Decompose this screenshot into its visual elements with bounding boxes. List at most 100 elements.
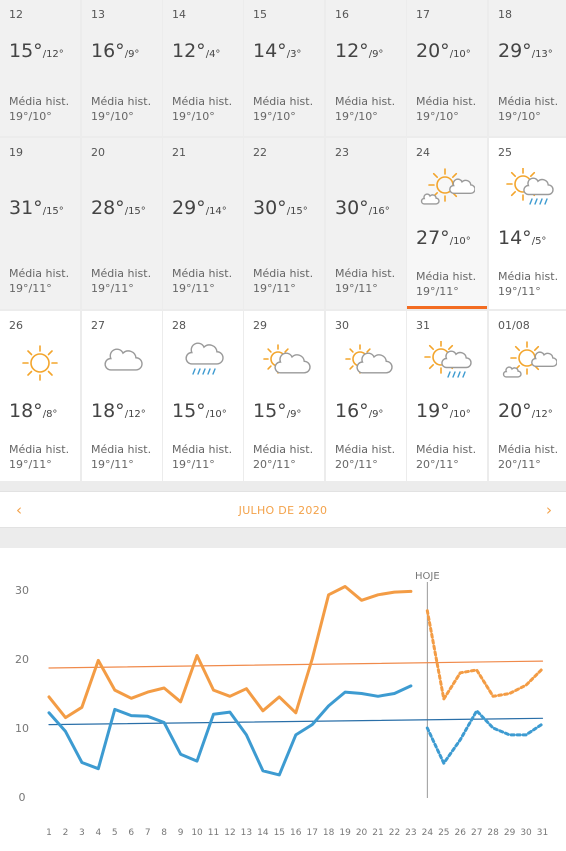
day-cell-19[interactable]: 19 31°/15° Média hist. 19°/11° xyxy=(0,138,80,309)
x-tick-label: 30 xyxy=(520,828,532,838)
day-number: 27 xyxy=(91,319,105,332)
historical-label: Média hist. xyxy=(172,95,233,108)
min-temperature: 3° xyxy=(290,49,302,60)
chevron-left-icon[interactable]: ‹ xyxy=(16,501,22,519)
day-cell-18[interactable]: 18 29°/13° Média hist. 19°/10° xyxy=(489,0,566,136)
day-cell-16[interactable]: 16 12°/9° Média hist. 19°/10° xyxy=(326,0,406,136)
day-number: 19 xyxy=(9,146,23,159)
temperature: 19°/10° xyxy=(416,400,471,422)
day-cell-23[interactable]: 23 30°/16° Média hist. 19°/11° xyxy=(326,138,406,309)
cloud-icon xyxy=(94,341,150,385)
min-temperature: 9° xyxy=(372,49,384,60)
temperature-separator: / xyxy=(368,206,373,217)
temperature: 20°/12° xyxy=(498,400,553,422)
temperature: 14°/3° xyxy=(253,40,301,62)
sun-icon xyxy=(12,341,68,385)
day-number: 22 xyxy=(253,146,267,159)
historical-value: 20°/11° xyxy=(498,458,541,471)
day-cell-30[interactable]: 30 16°/9° Média hist. 20°/11° xyxy=(326,311,406,481)
max-temperature: 20° xyxy=(498,400,532,422)
partly-cloudy-icon xyxy=(256,341,312,385)
historical-value: 19°/10° xyxy=(416,110,459,123)
day-number: 12 xyxy=(9,8,23,21)
day-number: 13 xyxy=(91,8,105,21)
day-number: 30 xyxy=(335,319,349,332)
day-cell-12[interactable]: 12 15°/12° Média hist. 19°/10° xyxy=(0,0,80,136)
day-number: 25 xyxy=(498,146,512,159)
temperature-separator: / xyxy=(42,409,47,420)
max-temperature: 14° xyxy=(253,40,287,62)
day-cell-24[interactable]: 24 27°/10° Média hist. 19°/11° xyxy=(407,138,487,309)
historical-average: Média hist. 19°/10° xyxy=(172,94,232,124)
temperature-separator: / xyxy=(449,49,454,60)
x-tick-label: 8 xyxy=(161,828,167,838)
day-cell-28[interactable]: 28 15°/10° Média hist. 19°/11° xyxy=(163,311,243,481)
x-tick-label: 26 xyxy=(455,828,467,838)
max-temperature: 29° xyxy=(498,40,532,62)
day-cell-31[interactable]: 31 19°/10° Média hist. 20°/11° xyxy=(407,311,487,481)
month-title: JULHO DE 2020 xyxy=(238,504,328,517)
temperature-separator: / xyxy=(368,49,373,60)
historical-value: 19°/11° xyxy=(172,458,215,471)
x-tick-label: 29 xyxy=(504,828,516,838)
temperature-separator: / xyxy=(531,409,536,420)
day-cell-17[interactable]: 17 20°/10° Média hist. 19°/10° xyxy=(407,0,487,136)
x-tick-label: 12 xyxy=(224,828,235,838)
temperature-separator: / xyxy=(124,206,129,217)
temperature: 29°/14° xyxy=(172,197,227,219)
temperature: 15°/10° xyxy=(172,400,227,422)
series-max-forecast xyxy=(425,609,544,701)
day-cell-15[interactable]: 15 14°/3° Média hist. 19°/10° xyxy=(244,0,324,136)
x-tick-label: 11 xyxy=(208,828,219,838)
day-cell-29[interactable]: 29 15°/9° Média hist. 20°/11° xyxy=(244,311,324,481)
temperature: 16°/9° xyxy=(335,400,383,422)
min-temperature: 9° xyxy=(372,409,384,420)
day-cell-21[interactable]: 21 29°/14° Média hist. 19°/11° xyxy=(163,138,243,309)
historical-value: 19°/11° xyxy=(253,282,296,295)
day-number: 14 xyxy=(172,8,186,21)
x-tick-label: 9 xyxy=(178,828,184,838)
historical-average: Média hist. 20°/11° xyxy=(335,442,395,472)
day-cell-22[interactable]: 22 30°/15° Média hist. 19°/11° xyxy=(244,138,324,309)
x-tick-label: 25 xyxy=(438,828,449,838)
historical-average: Média hist. 19°/10° xyxy=(253,94,313,124)
temperature-separator: / xyxy=(531,236,536,247)
max-temperature: 16° xyxy=(335,400,369,422)
day-cell-20[interactable]: 20 28°/15° Média hist. 19°/11° xyxy=(82,138,162,309)
historical-label: Média hist. xyxy=(253,443,314,456)
temperature: 16°/9° xyxy=(91,40,139,62)
day-cell-27[interactable]: 27 18°/12° Média hist. 19°/11° xyxy=(82,311,162,481)
historical-label: Média hist. xyxy=(91,443,152,456)
temperature-separator: / xyxy=(124,409,129,420)
historical-average: Média hist. 19°/11° xyxy=(91,442,151,472)
day-number: 16 xyxy=(335,8,349,21)
x-tick-label: 10 xyxy=(191,828,203,838)
day-cell-01-08[interactable]: 01/08 20°/12° Média hist. 20°/11° xyxy=(489,311,566,481)
temperature: 30°/15° xyxy=(253,197,308,219)
min-temperature: 5° xyxy=(535,236,547,247)
day-cell-25[interactable]: 25 14°/5° Média hist. 19°/11° xyxy=(489,138,566,309)
x-tick-label: 5 xyxy=(112,828,118,838)
sun-cloud-rain-icon xyxy=(501,167,557,212)
day-cell-14[interactable]: 14 12°/4° Média hist. 19°/10° xyxy=(163,0,243,136)
max-temperature: 28° xyxy=(91,197,125,219)
x-tick-label: 17 xyxy=(306,828,317,838)
historical-value: 19°/10° xyxy=(253,110,296,123)
min-temperature: 13° xyxy=(535,49,553,60)
temperature-separator: / xyxy=(531,49,536,60)
day-cell-13[interactable]: 13 16°/9° Média hist. 19°/10° xyxy=(82,0,162,136)
x-tick-label: 22 xyxy=(389,828,400,838)
historical-value: 19°/11° xyxy=(9,458,52,471)
historical-label: Média hist. xyxy=(416,270,477,283)
temperature: 29°/13° xyxy=(498,40,553,62)
y-tick-label: 0 xyxy=(19,791,26,804)
day-number: 31 xyxy=(416,319,430,332)
x-tick-label: 21 xyxy=(372,828,383,838)
chevron-right-icon[interactable]: › xyxy=(546,501,552,519)
min-temperature: 15° xyxy=(128,206,146,217)
temperature: 27°/10° xyxy=(416,227,471,249)
temperature: 20°/10° xyxy=(416,40,471,62)
historical-value: 19°/10° xyxy=(172,110,215,123)
historical-average: Média hist. 19°/11° xyxy=(172,442,232,472)
day-cell-26[interactable]: 26 18°/8° Média hist. 19°/11° xyxy=(0,311,80,481)
